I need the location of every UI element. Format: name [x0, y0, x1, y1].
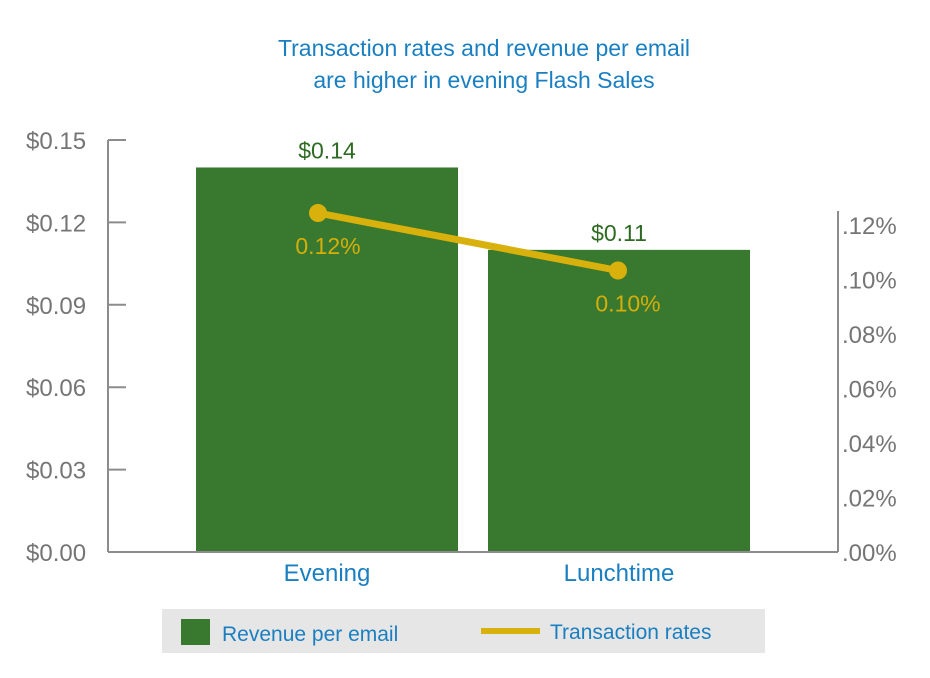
right-tick-label: .06% [842, 377, 897, 404]
x-axis-categories: Evening Lunchtime [284, 560, 675, 587]
bar-evening [196, 167, 458, 552]
line-series: 0.12% 0.10% [295, 204, 661, 317]
bars: $0.14 $0.11 [196, 137, 750, 552]
left-y-axis: $0.00 $0.03 $0.06 $0.09 $0.12 $0.15 [26, 128, 126, 567]
right-tick-label: .10% [842, 268, 897, 295]
transaction-rate-point [609, 261, 627, 280]
right-tick-label: .12% [842, 213, 897, 240]
legend-box [162, 609, 765, 653]
category-label: Lunchtime [564, 560, 675, 587]
bar-lunchtime [488, 249, 750, 552]
legend: Revenue per email Transaction rates [162, 609, 765, 653]
right-y-axis: .00% .02% .04% .06% .08% .10% .12% [837, 211, 897, 567]
legend-label-transaction: Transaction rates [550, 621, 711, 644]
right-tick-label: .00% [842, 540, 897, 567]
right-tick-label: .08% [842, 322, 897, 349]
bar-value-label: $0.14 [298, 137, 356, 163]
right-tick-label: .02% [842, 486, 897, 513]
chart-title-line-1: Transaction rates and revenue per email [278, 35, 690, 61]
chart-title-line-2: are higher in evening Flash Sales [313, 67, 654, 93]
left-tick-label: $0.15 [26, 128, 86, 155]
transaction-rate-line [317, 209, 619, 274]
category-label: Evening [284, 560, 371, 587]
right-tick-label: .04% [842, 431, 897, 458]
bar-value-label: $0.11 [591, 220, 647, 246]
legend-label-revenue: Revenue per email [222, 623, 398, 646]
left-tick-label: $0.12 [26, 210, 86, 237]
left-tick-label: $0.03 [26, 458, 86, 485]
transaction-rate-point [309, 204, 327, 222]
transaction-rate-label: 0.10% [595, 291, 660, 317]
left-tick-label: $0.00 [26, 540, 86, 567]
transaction-rate-label: 0.12% [295, 233, 360, 259]
left-tick-label: $0.06 [26, 375, 86, 402]
chart-title: Transaction rates and revenue per email … [278, 35, 690, 93]
legend-swatch-revenue [181, 619, 210, 645]
left-tick-label: $0.09 [26, 293, 86, 320]
